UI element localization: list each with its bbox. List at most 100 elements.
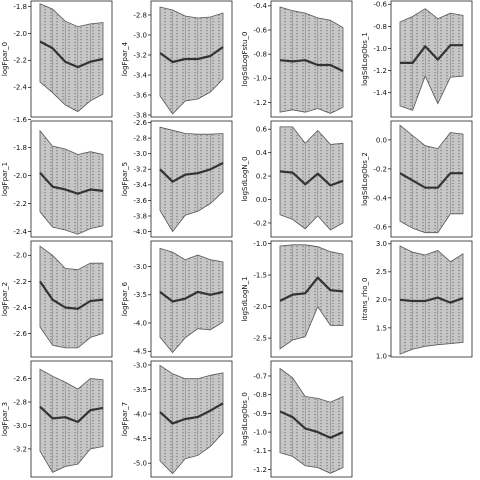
y-axis-label: logSdLogObs_1: [361, 32, 369, 86]
y-tick-label: -3.4: [133, 181, 147, 189]
y-tick-label: -0.4: [373, 194, 387, 202]
y-tick-label: 0.0: [376, 136, 387, 144]
y-tick-label: -2.8: [133, 135, 147, 143]
y-tick-label: 3.0: [376, 240, 387, 248]
y-axis-label: logSdLogObs_0: [241, 392, 249, 446]
y-tick-label: 0.6: [256, 126, 268, 134]
y-tick-label: -2.0: [13, 252, 27, 260]
panel: -2.0 -2.2 -2.4 -2.6 logFpar_2: [1, 240, 113, 358]
y-axis-label: logSdLogFstu_0: [241, 32, 249, 87]
estimate-line: [39, 405, 104, 423]
y-tick-label: -1.4: [373, 89, 387, 97]
y-tick-label: -1.1: [253, 447, 267, 455]
panel: -0.7 -0.8 -0.9 -1.0 -1.1 -1.2 logSdLogObs_0: [241, 360, 353, 478]
y-tick-label: -1.0: [253, 428, 267, 436]
y-tick-label: -1.6: [13, 116, 27, 124]
estimate-line: [39, 171, 104, 195]
y-tick-label: -2.8: [13, 398, 27, 406]
y-tick-label: -0.9: [253, 410, 267, 418]
y-tick-label: 0.2: [256, 172, 267, 180]
estimate-line: [399, 172, 463, 189]
y-tick-label: -1.2: [253, 466, 267, 474]
y-tick-label: -2.6: [13, 375, 27, 383]
panel: -0.6 -0.8 -1.0 -1.2 -1.4 logSdLogObs_1: [361, 0, 473, 118]
y-tick-label: 1.5: [376, 324, 387, 332]
estimate-line: [159, 162, 224, 183]
estimate-line: [279, 59, 344, 73]
y-tick-label: -1.2: [253, 99, 267, 107]
y-axis-label: logFpar_4: [121, 41, 129, 76]
estimate-line: [399, 296, 464, 304]
estimate-line: [39, 280, 104, 310]
y-axis-label: logSdLogN_0: [241, 156, 249, 201]
y-tick-label: -1.0: [373, 45, 387, 53]
y-tick-label: -2.8: [133, 11, 147, 19]
y-tick-label: -4.0: [133, 228, 147, 236]
panel: 1.0 1.5 2.0 2.5 3.0 itrans_rho_0: [361, 240, 473, 360]
y-tick-label: -4.5: [133, 435, 147, 443]
estimate-line: [279, 276, 344, 302]
y-tick-label: -2.6: [133, 119, 147, 127]
y-axis-label: logSdLogN_1: [241, 276, 249, 321]
y-tick-label: -3.5: [133, 386, 147, 394]
y-tick-label: -2.0: [253, 303, 267, 311]
panel: -2.6 -2.8 -3.0 -3.2 -3.4 -3.6 -3.8 -4.0 logFpar_…: [121, 119, 233, 238]
panel: -2.6 -2.8 -3.0 -3.2 logFpar_3: [1, 360, 113, 478]
estimate-line: [159, 46, 224, 64]
y-tick-label: -0.2: [253, 219, 267, 227]
y-tick-label: 2.5: [376, 268, 387, 276]
estimate-line: [279, 170, 344, 187]
y-axis-label: logFpar_6: [121, 281, 129, 316]
panel-grid: -1.8 -2.0 -2.2 -2.4 logFpar_0 -1.6 -1.8 -2.0 -2.…: [1, 0, 473, 478]
y-tick-label: -0.6: [253, 26, 267, 34]
estimate-line: [159, 402, 224, 425]
y-axis-label: logFpar_1: [1, 162, 9, 196]
panel: -0.4 -0.6 -0.8 -1.0 -1.2 logSdLogFstu_0: [241, 0, 353, 118]
y-tick-label: -0.2: [373, 165, 387, 173]
panel: -1.8 -2.0 -2.2 -2.4 logFpar_0: [1, 0, 113, 118]
y-tick-label: -3.0: [133, 361, 147, 369]
y-tick-label: -2.4: [13, 304, 27, 312]
y-tick-label: -3.8: [133, 111, 147, 119]
y-tick-label: -1.8: [13, 144, 27, 152]
y-axis-label: logSdLogObs_2: [361, 152, 369, 206]
estimate-line: [279, 410, 344, 439]
y-tick-label: -4.0: [133, 319, 147, 327]
y-tick-label: -1.0: [253, 75, 267, 83]
panel: -3.0 -3.5 -4.0 -4.5 logFpar_6: [121, 240, 233, 358]
y-tick-label: -3.4: [133, 71, 147, 79]
estimate-line: [39, 40, 104, 69]
y-tick-label: -1.8: [13, 3, 27, 11]
estimate-line: [159, 290, 224, 303]
estimate-line: [400, 44, 463, 65]
y-tick-label: -4.0: [133, 410, 147, 418]
y-tick-label: -2.4: [13, 84, 27, 92]
y-tick-label: -1.5: [253, 271, 267, 279]
y-axis-label: itrans_rho_0: [361, 278, 369, 321]
y-tick-label: -3.6: [133, 197, 147, 205]
y-axis-label: logFpar_3: [1, 402, 9, 436]
y-tick-label: -2.6: [13, 330, 27, 338]
y-axis-label: logFpar_0: [1, 42, 9, 76]
panel: 0.6 0.4 0.2 0.0 -0.2 logSdLogN_0: [241, 120, 353, 238]
y-tick-label: -3.0: [133, 263, 147, 271]
y-tick-label: -3.2: [133, 166, 147, 174]
y-tick-label: -0.7: [253, 372, 267, 380]
y-tick-label: 2.0: [376, 296, 387, 304]
panel: -2.8 -3.0 -3.2 -3.4 -3.6 -3.8 logFpar_4: [121, 0, 233, 119]
y-tick-label: -2.5: [253, 334, 267, 342]
y-tick-label: -0.4: [253, 2, 267, 10]
panel: -1.6 -1.8 -2.0 -2.2 -2.4 logFpar_1: [1, 116, 113, 238]
y-tick-label: -3.0: [13, 422, 27, 430]
y-tick-label: -3.8: [133, 212, 147, 220]
y-tick-label: -3.0: [133, 31, 147, 39]
panel: -1.0 -1.5 -2.0 -2.5 logSdLogN_1: [241, 240, 353, 358]
y-tick-label: -2.2: [13, 200, 27, 208]
y-tick-label: -3.5: [133, 291, 147, 299]
y-tick-label: -0.8: [373, 23, 387, 31]
y-tick-label: -0.8: [253, 391, 267, 399]
y-tick-label: -2.2: [13, 278, 27, 286]
y-tick-label: -2.4: [13, 228, 27, 236]
y-axis-label: logFpar_5: [121, 162, 129, 196]
